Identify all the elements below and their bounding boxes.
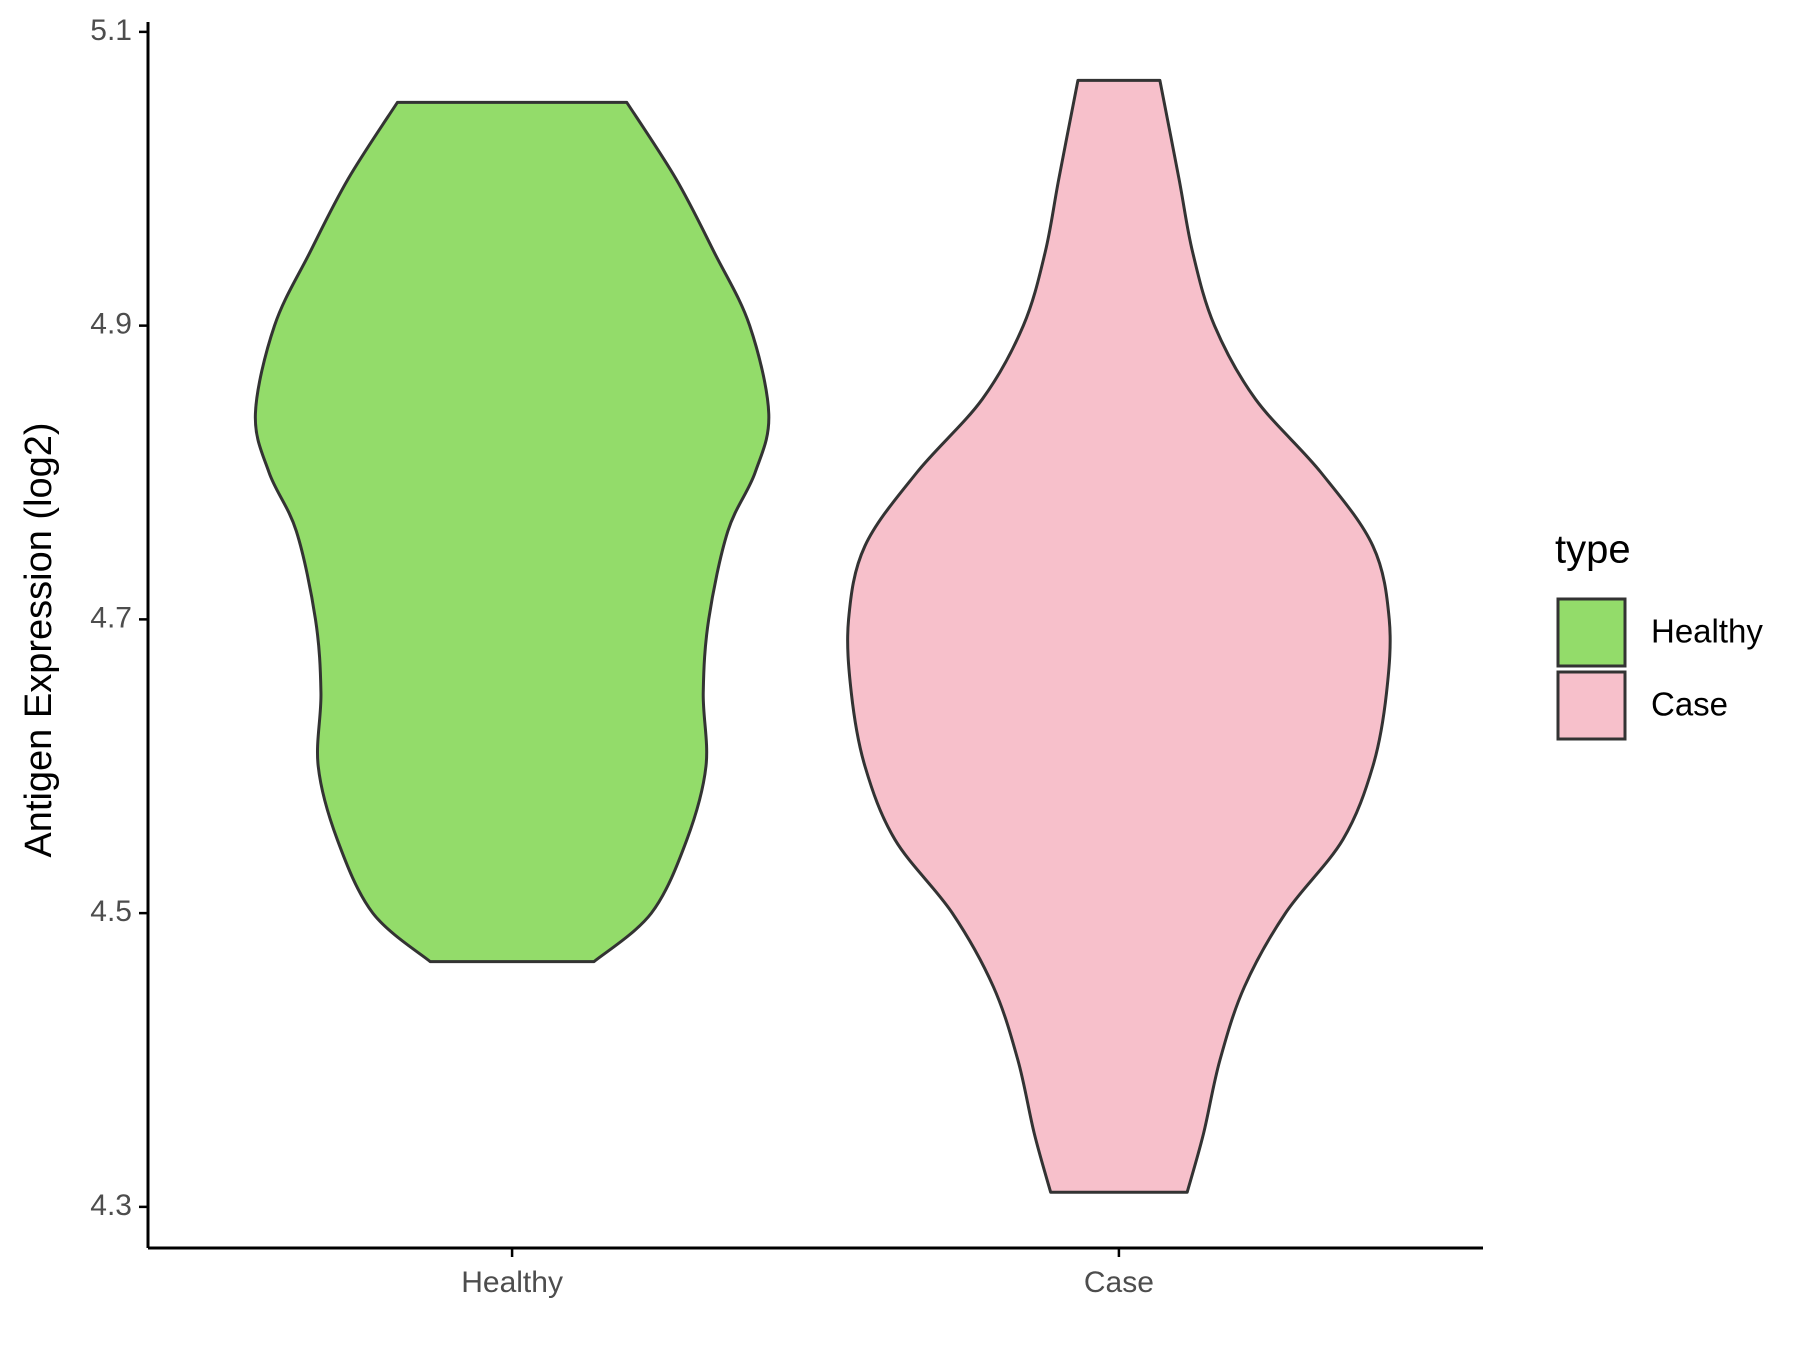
legend-label: Healthy bbox=[1651, 613, 1763, 650]
y-axis-title: Antigen Expression (log2) bbox=[18, 422, 60, 857]
y-tick-label: 4.7 bbox=[90, 601, 132, 634]
y-tick-label: 4.5 bbox=[90, 895, 132, 928]
legend-key bbox=[1556, 597, 1627, 668]
violin bbox=[253, 100, 771, 964]
y-tick-label: 4.9 bbox=[90, 308, 132, 341]
y-tick-label: 5.1 bbox=[90, 14, 132, 47]
legend-title: type bbox=[1555, 528, 1631, 572]
violin bbox=[846, 78, 1392, 1194]
legend-label: Case bbox=[1651, 686, 1728, 723]
x-tick-label: Case bbox=[1084, 1266, 1154, 1299]
y-tick-label: 4.3 bbox=[90, 1189, 132, 1222]
x-tick-label: Healthy bbox=[461, 1266, 563, 1299]
legend-key bbox=[1556, 670, 1627, 741]
